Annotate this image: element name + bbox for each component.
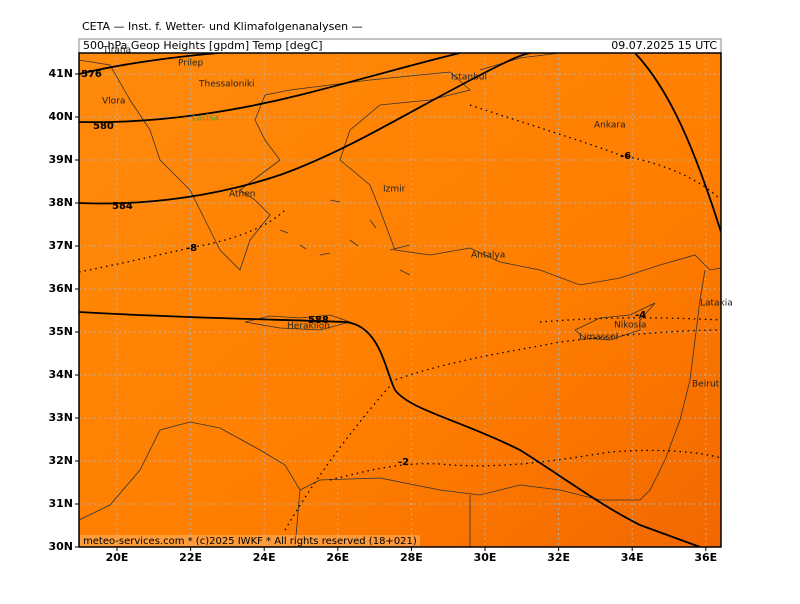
temp-label: -4 (635, 310, 646, 321)
lon-label: 20E (106, 551, 129, 564)
lat-label: 35N (48, 325, 73, 338)
lat-label: 30N (48, 540, 73, 553)
temp-label: -6 (620, 151, 631, 162)
lon-label: 28E (400, 551, 423, 564)
plot-frame (78, 52, 722, 548)
coast-levant (639, 269, 706, 501)
city-label: Athen (229, 190, 255, 200)
temp-contour (79, 209, 286, 273)
lat-label: 32N (48, 454, 73, 467)
city-label: Ankara (594, 121, 626, 131)
coast-blacksea (479, 53, 561, 71)
temp-contour (284, 329, 721, 531)
coast-cyprus (574, 302, 656, 341)
city-label: Larisa (192, 114, 219, 124)
lon-label: 22E (179, 551, 202, 564)
temp-contour (329, 449, 721, 481)
footer-credit: meteo-services.com * (c)2025 IWKF * All … (83, 536, 417, 547)
lon-label: 26E (326, 551, 349, 564)
lat-label: 36N (48, 282, 73, 295)
height-label: 588 (308, 315, 329, 326)
height-contour (79, 53, 461, 124)
city-label: Antalya (471, 251, 505, 261)
city-label: Nikosia (614, 321, 646, 331)
coast-crete (244, 314, 352, 331)
height-contour (79, 311, 701, 547)
city-label: Istanbul (451, 73, 487, 83)
lon-label: 36E (694, 551, 717, 564)
city-label: Vlora (102, 97, 125, 107)
height-label: 576 (81, 69, 102, 80)
temp-label: -2 (398, 457, 409, 468)
height-contour (79, 53, 531, 205)
coastlines (79, 53, 721, 547)
lat-label: 41N (48, 67, 73, 80)
city-label: Thessaloniki (198, 80, 255, 90)
product-label: 500 hPa Geop Heights [gpdm] Temp [degC] (83, 39, 322, 52)
lon-label: 30E (474, 551, 497, 564)
coast-turkey (339, 71, 721, 286)
contours (79, 53, 721, 547)
city-label: Heraklion (287, 322, 330, 332)
lat-label: 37N (48, 239, 73, 252)
height-label: 580 (93, 121, 114, 132)
valid-time: 09.07.2025 15 UTC (611, 39, 717, 52)
header-title: CETA — Inst. f. Wetter- und Klimafolgena… (82, 20, 363, 33)
lat-label: 34N (48, 368, 73, 381)
map-labels: Tirana Prilep Thessaloniki Vlora Larisa Athen… (81, 46, 733, 469)
height-contour (634, 53, 721, 233)
city-label: Prilep (178, 59, 204, 69)
temp-contour (469, 104, 721, 201)
city-label: Tirana (102, 46, 131, 56)
islands (279, 199, 411, 276)
lat-label: 33N (48, 411, 73, 424)
lon-label: 34E (621, 551, 644, 564)
city-label: Latakia (700, 299, 733, 309)
city-label: Beirut (692, 380, 720, 390)
city-label: Izmir (383, 185, 406, 195)
temp-label: -8 (186, 243, 197, 254)
city-label: Limassol (579, 333, 618, 343)
lat-label: 40N (48, 110, 73, 123)
lon-label: 24E (253, 551, 276, 564)
lat-label: 38N (48, 196, 73, 209)
coast-balkans (79, 59, 451, 271)
footer-bg (80, 535, 420, 546)
lat-label: 39N (48, 153, 73, 166)
lat-label: 31N (48, 497, 73, 510)
lon-label: 32E (547, 551, 570, 564)
plot-area (79, 53, 721, 547)
height-label: 584 (112, 201, 133, 212)
